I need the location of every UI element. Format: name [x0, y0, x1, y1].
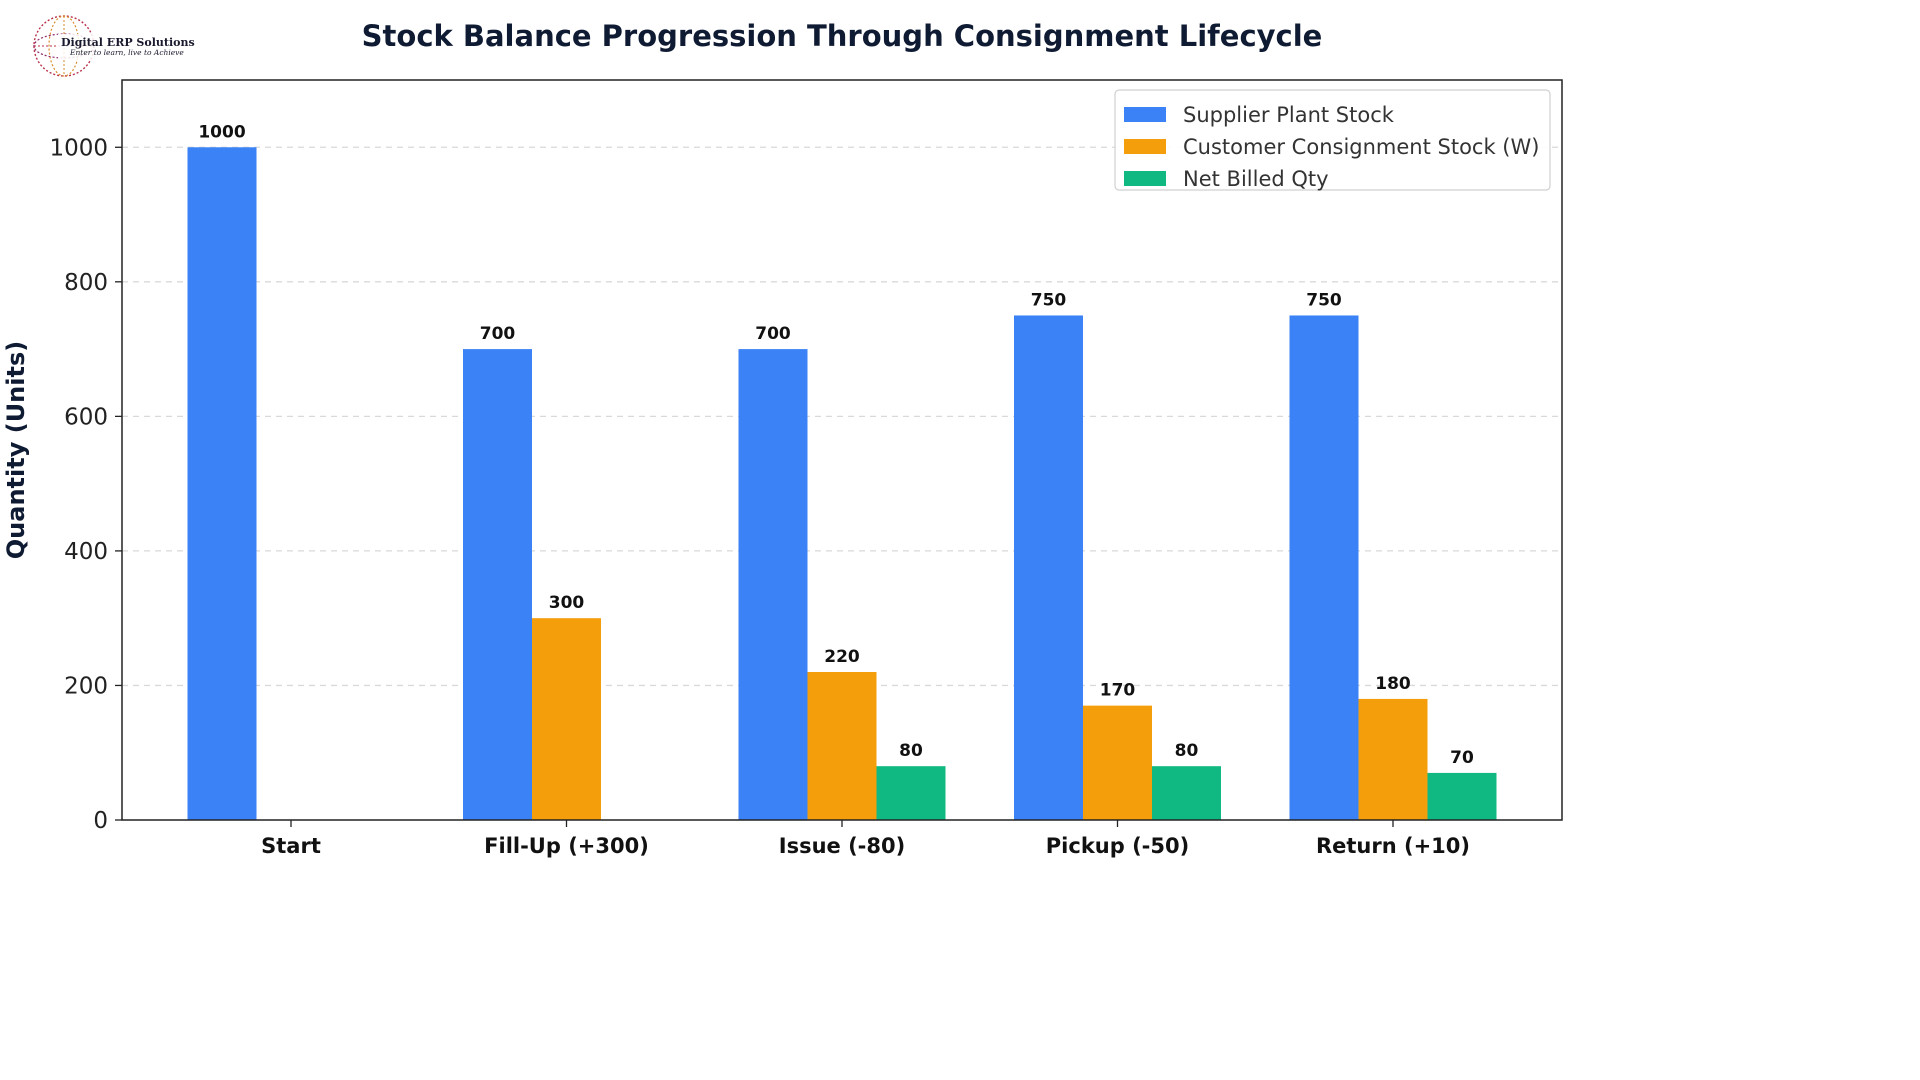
y-tick-label: 600: [64, 404, 108, 430]
x-tick-label: Return (+10): [1316, 834, 1470, 858]
legend-swatch: [1124, 107, 1166, 122]
data-label: 700: [755, 324, 791, 344]
y-tick-label: 400: [64, 539, 108, 565]
bar: [876, 766, 946, 820]
data-label: 1000: [198, 122, 245, 142]
bar: [187, 147, 257, 821]
legend-swatch: [1124, 139, 1166, 154]
legend-swatch: [1124, 171, 1166, 186]
x-tick-label: Pickup (-50): [1046, 834, 1189, 858]
data-label: 170: [1100, 681, 1136, 701]
data-label: 180: [1375, 674, 1411, 694]
y-tick-label: 1000: [49, 135, 108, 161]
bar: [532, 618, 601, 820]
y-tick-label: 800: [64, 270, 108, 296]
bar: [1358, 698, 1428, 820]
logo-name: Digital ERP Solutions: [61, 36, 195, 49]
data-label: 300: [549, 593, 585, 613]
data-label: 750: [1031, 290, 1067, 310]
bar: [1427, 772, 1497, 820]
bar: [1083, 705, 1152, 820]
bar-chart: Stock Balance Progression Through Consig…: [2, 19, 1563, 858]
legend-box: [1114, 89, 1551, 191]
legend-entry: Supplier Plant Stock: [1183, 103, 1395, 127]
data-label: 700: [480, 324, 516, 344]
legend-entry: Customer Consignment Stock (W): [1183, 135, 1539, 159]
data-label: 70: [1450, 748, 1474, 768]
bar: [738, 349, 808, 820]
bar: [1152, 766, 1221, 820]
y-tick-label: 0: [93, 808, 108, 834]
value-labels: 1000 700 300 700 220 80 750 170 80 750 180 70: [198, 122, 1474, 768]
legend-entry: Net Billed Qty: [1183, 167, 1329, 191]
y-tick-label: 200: [64, 673, 108, 699]
x-tick-label: Start: [261, 834, 321, 858]
x-tick-label: Issue (-80): [779, 834, 905, 858]
x-tick-label: Fill-Up (+300): [484, 834, 649, 858]
y-axis-label: Quantity (Units): [2, 341, 30, 559]
bars: [187, 147, 1497, 821]
y-axis-ticks: 0 200 400 600 800 1000: [49, 135, 122, 834]
logo: Digital ERP Solutions Enter to learn, li…: [33, 15, 195, 77]
data-label: 220: [824, 647, 860, 667]
data-label: 750: [1306, 290, 1342, 310]
legend: Supplier Plant Stock Customer Consignment…: [1114, 89, 1551, 191]
logo-tagline: Enter to learn, live to Achieve: [69, 48, 184, 57]
bar: [1289, 315, 1359, 820]
bar: [807, 672, 877, 820]
bar: [463, 349, 532, 820]
data-label: 80: [1175, 741, 1199, 761]
bar: [1014, 315, 1083, 820]
data-label: 80: [899, 741, 923, 761]
chart-title: Stock Balance Progression Through Consig…: [362, 19, 1323, 53]
x-axis-ticks: Start Fill-Up (+300) Issue (-80) Pickup (-5…: [261, 820, 1470, 858]
